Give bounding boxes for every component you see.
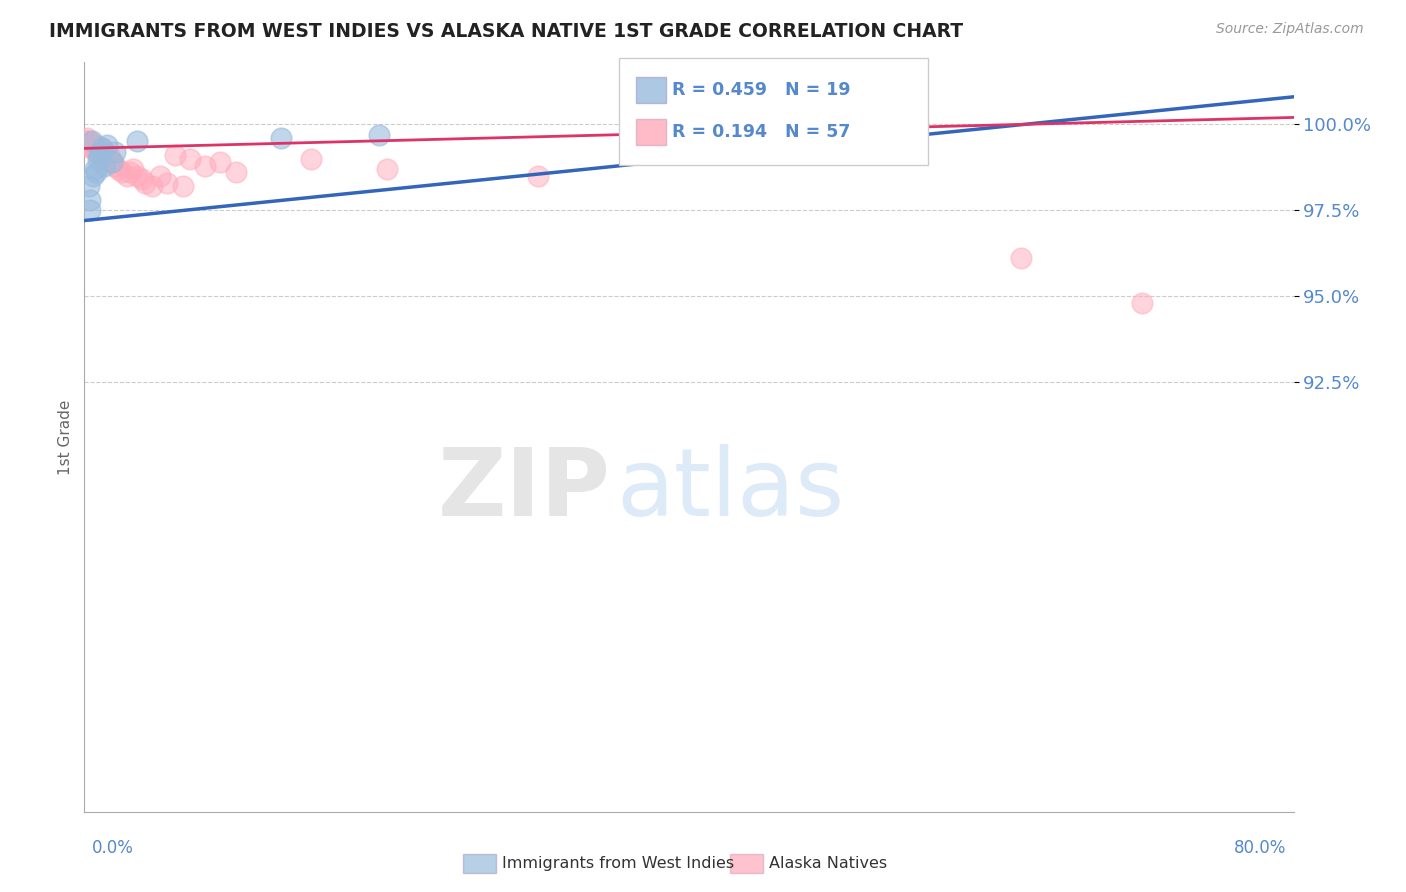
Text: atlas: atlas [616,443,845,535]
Point [156,176,179,190]
Text: Immigrants from West Indies: Immigrants from West Indies [502,856,734,871]
Point [86,145,108,159]
Point [115,169,138,183]
Point [98,152,121,166]
Point [121,161,143,176]
Text: R = 0.194   N = 57: R = 0.194 N = 57 [672,123,851,141]
Point [100,155,122,169]
Point [111,165,134,179]
Point [77,137,100,152]
Point [678,107,700,121]
Point [131,172,153,186]
Point [96,137,118,152]
Y-axis label: 1st Grade: 1st Grade [58,400,73,475]
Text: 0.0%: 0.0% [91,839,134,857]
Point [172,179,194,194]
Point [79,137,101,152]
Point [134,176,156,190]
Point [97,148,120,162]
Point [1011,252,1033,266]
Point [82,137,104,152]
Point [80,135,103,149]
Point [86,165,108,179]
Point [87,145,110,159]
Point [754,111,776,125]
Point [141,179,163,194]
Point [368,128,391,142]
Point [84,141,107,155]
Point [107,161,129,176]
Point [90,145,112,159]
Point [77,135,100,149]
Point [100,155,122,169]
Point [84,161,107,176]
Point [127,135,149,149]
Point [80,141,103,155]
Point [87,152,110,166]
Text: Alaska Natives: Alaska Natives [769,856,887,871]
Point [79,203,101,218]
Point [375,161,398,176]
Point [225,165,247,179]
Point [79,193,101,207]
Point [83,141,105,155]
Point [90,141,112,155]
Point [76,135,98,149]
Text: ZIP: ZIP [437,443,610,535]
Point [270,131,292,145]
Point [86,141,108,155]
Point [149,169,172,183]
Point [1132,296,1154,310]
Point [904,124,927,138]
Point [527,169,550,183]
Text: Source: ZipAtlas.com: Source: ZipAtlas.com [1216,22,1364,37]
Point [89,141,111,155]
Text: R = 0.459   N = 19: R = 0.459 N = 19 [672,81,851,99]
Point [209,155,232,169]
Point [94,145,117,159]
Point [101,155,124,169]
Point [90,145,112,159]
Point [87,141,110,155]
Point [89,148,111,162]
Point [77,179,100,194]
Text: 80.0%: 80.0% [1233,839,1286,857]
Point [84,137,107,152]
Point [94,148,117,162]
Point [80,137,103,152]
Point [91,145,114,159]
Point [194,159,217,173]
Point [118,165,141,179]
Point [127,169,149,183]
Point [91,141,114,155]
Point [104,159,127,173]
Point [104,145,127,159]
Point [82,169,104,183]
Point [75,135,97,149]
Point [93,148,115,162]
Point [89,145,111,159]
Point [79,137,101,152]
Point [82,141,104,155]
Text: IMMIGRANTS FROM WEST INDIES VS ALASKA NATIVE 1ST GRADE CORRELATION CHART: IMMIGRANTS FROM WEST INDIES VS ALASKA NA… [49,22,963,41]
Point [76,131,98,145]
Point [93,159,115,173]
Point [179,152,201,166]
Point [91,141,114,155]
Point [165,148,187,162]
Point [96,152,118,166]
Point [299,152,322,166]
